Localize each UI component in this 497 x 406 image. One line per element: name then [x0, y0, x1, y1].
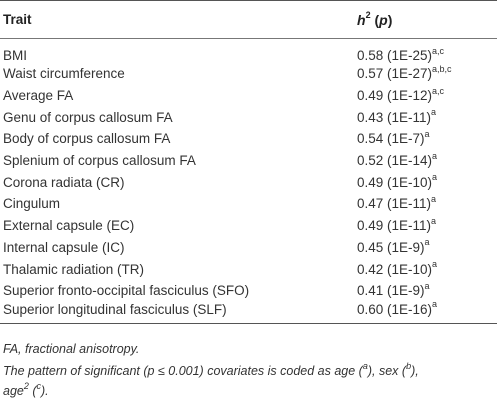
- table-header-row: Trait h2 (p): [0, 0, 497, 39]
- footnote-text-5: (: [28, 384, 37, 398]
- footnote-sup-a: a: [362, 360, 368, 371]
- footnote-text-6: ).: [41, 384, 49, 398]
- heritability-cell: 0.47 (1E-11)a: [357, 193, 497, 215]
- footnote-text-1: The pattern of significant (p ≤ 0.001) c…: [3, 364, 363, 378]
- heritability-cell: 0.43 (1E-11)a: [357, 106, 497, 128]
- heritability-cell: 0.49 (1E-12)a,c: [357, 85, 497, 107]
- covariate-code: a: [424, 280, 430, 291]
- table-row: Superior longitudinal fasciculus (SLF) 0.…: [0, 299, 497, 324]
- heritability-value: 0.57 (1E-27): [357, 66, 433, 82]
- covariate-code: a: [424, 237, 430, 248]
- heritability-cell: 0.60 (1E-16)a: [357, 299, 497, 324]
- trait-cell: Waist circumference: [3, 66, 125, 82]
- covariate-code: a,c: [432, 45, 445, 56]
- heritability-cell: 0.45 (1E-9)a: [357, 237, 497, 259]
- heritability-value: 0.47 (1E-11): [357, 196, 432, 212]
- heritability-value: 0.58 (1E-25): [357, 48, 433, 63]
- covariate-code: a,c: [432, 85, 445, 96]
- footnote-text-2: ), sex (: [367, 364, 407, 378]
- heritability-value: 0.42 (1E-10): [357, 261, 433, 277]
- covariate-code: a: [432, 259, 438, 270]
- table-row: Corona radiata (CR) 0.49 (1E-10)a: [0, 171, 497, 193]
- heritability-value: 0.52 (1E-14): [357, 153, 433, 169]
- covariate-code: a: [431, 215, 437, 226]
- covariate-code: a: [424, 128, 430, 139]
- trait-cell: Thalamic radiation (TR): [3, 261, 145, 277]
- table-row: External capsule (EC) 0.49 (1E-11)a: [0, 215, 497, 237]
- trait-cell: Average FA: [3, 88, 74, 104]
- table-row: Internal capsule (IC) 0.45 (1E-9)a: [0, 237, 497, 259]
- heritability-value: 0.41 (1E-9): [357, 283, 425, 299]
- heritability-value: 0.49 (1E-11): [357, 218, 432, 234]
- header-h2-superscript: 2: [365, 9, 371, 20]
- heritability-value: 0.45 (1E-9): [357, 239, 425, 255]
- trait-cell: BMI: [3, 48, 28, 63]
- covariate-code: a: [432, 299, 438, 310]
- footnote-sup-2: 2: [23, 380, 29, 391]
- trait-cell: Internal capsule (IC): [3, 239, 125, 255]
- covariate-code: a: [432, 150, 438, 161]
- table-row: BMI 0.58 (1E-25)a,c: [0, 38, 497, 63]
- covariate-code: a: [431, 193, 437, 204]
- table-footnotes: FA, fractional anisotropy. The pattern o…: [3, 339, 493, 403]
- header-heritability: h2 (p): [357, 1, 497, 39]
- table-row: Splenium of corpus callosum FA 0.52 (1E-1…: [0, 150, 497, 172]
- table-row: Cingulum 0.47 (1E-11)a: [0, 193, 497, 215]
- trait-cell: Splenium of corpus callosum FA: [3, 153, 196, 169]
- heritability-cell: 0.49 (1E-11)a: [357, 215, 497, 237]
- heritability-cell: 0.41 (1E-9)a: [357, 280, 497, 302]
- footnote-sup-b: b: [406, 360, 412, 371]
- table-row: Average FA 0.49 (1E-12)a,c: [0, 85, 497, 107]
- heritability-cell: 0.49 (1E-10)a: [357, 171, 497, 193]
- trait-cell: External capsule (EC): [3, 218, 135, 234]
- footnote-covariate-pattern: The pattern of significant (p ≤ 0.001) c…: [3, 361, 493, 401]
- trait-cell: Corona radiata (CR): [3, 174, 125, 190]
- heritability-value: 0.60 (1E-16): [357, 301, 433, 317]
- header-p-label: (p): [370, 11, 393, 28]
- footnote-text-3: ),: [411, 364, 419, 378]
- footnote-sup-c: c: [36, 380, 42, 391]
- heritability-table-container: Trait h2 (p) BMI 0.58 (1E-25)a,c Waist cir…: [0, 0, 497, 324]
- table-row: Superior fronto-occipital fasciculus (SF…: [0, 280, 497, 302]
- table-row: Genu of corpus callosum FA 0.43 (1E-11)a: [0, 106, 497, 128]
- heritability-table: Trait h2 (p) BMI 0.58 (1E-25)a,c Waist cir…: [0, 0, 497, 324]
- trait-cell: Genu of corpus callosum FA: [3, 109, 173, 125]
- heritability-cell: 0.58 (1E-25)a,c: [357, 39, 497, 63]
- covariate-code: a,b,c: [432, 63, 452, 74]
- heritability-cell: 0.54 (1E-7)a: [357, 128, 497, 150]
- trait-cell: Superior fronto-occipital fasciculus (SF…: [3, 283, 250, 299]
- footnote-text-4: age: [3, 384, 24, 398]
- heritability-value: 0.49 (1E-12): [357, 88, 433, 104]
- header-trait: Trait: [3, 12, 32, 27]
- footnote-abbreviation: FA, fractional anisotropy.: [3, 342, 140, 356]
- heritability-cell: 0.57 (1E-27)a,b,c: [357, 63, 497, 85]
- table-row: Body of corpus callosum FA 0.54 (1E-7)a: [0, 128, 497, 150]
- trait-cell: Superior longitudinal fasciculus (SLF): [3, 301, 227, 317]
- trait-cell: Cingulum: [3, 196, 61, 212]
- covariate-code: a: [431, 107, 437, 118]
- heritability-cell: 0.42 (1E-10)a: [357, 258, 497, 280]
- heritability-value: 0.54 (1E-7): [357, 131, 425, 147]
- header-h2-symbol: h: [357, 11, 366, 28]
- trait-cell: Body of corpus callosum FA: [3, 131, 171, 147]
- table-row: Thalamic radiation (TR) 0.42 (1E-10)a: [0, 258, 497, 280]
- heritability-cell: 0.52 (1E-14)a: [357, 150, 497, 172]
- table-body: BMI 0.58 (1E-25)a,c Waist circumference 0.5…: [0, 38, 497, 324]
- heritability-value: 0.43 (1E-11): [357, 109, 432, 125]
- covariate-code: a: [432, 172, 438, 183]
- heritability-value: 0.49 (1E-10): [357, 174, 433, 190]
- table-row: Waist circumference 0.57 (1E-27)a,b,c: [0, 63, 497, 85]
